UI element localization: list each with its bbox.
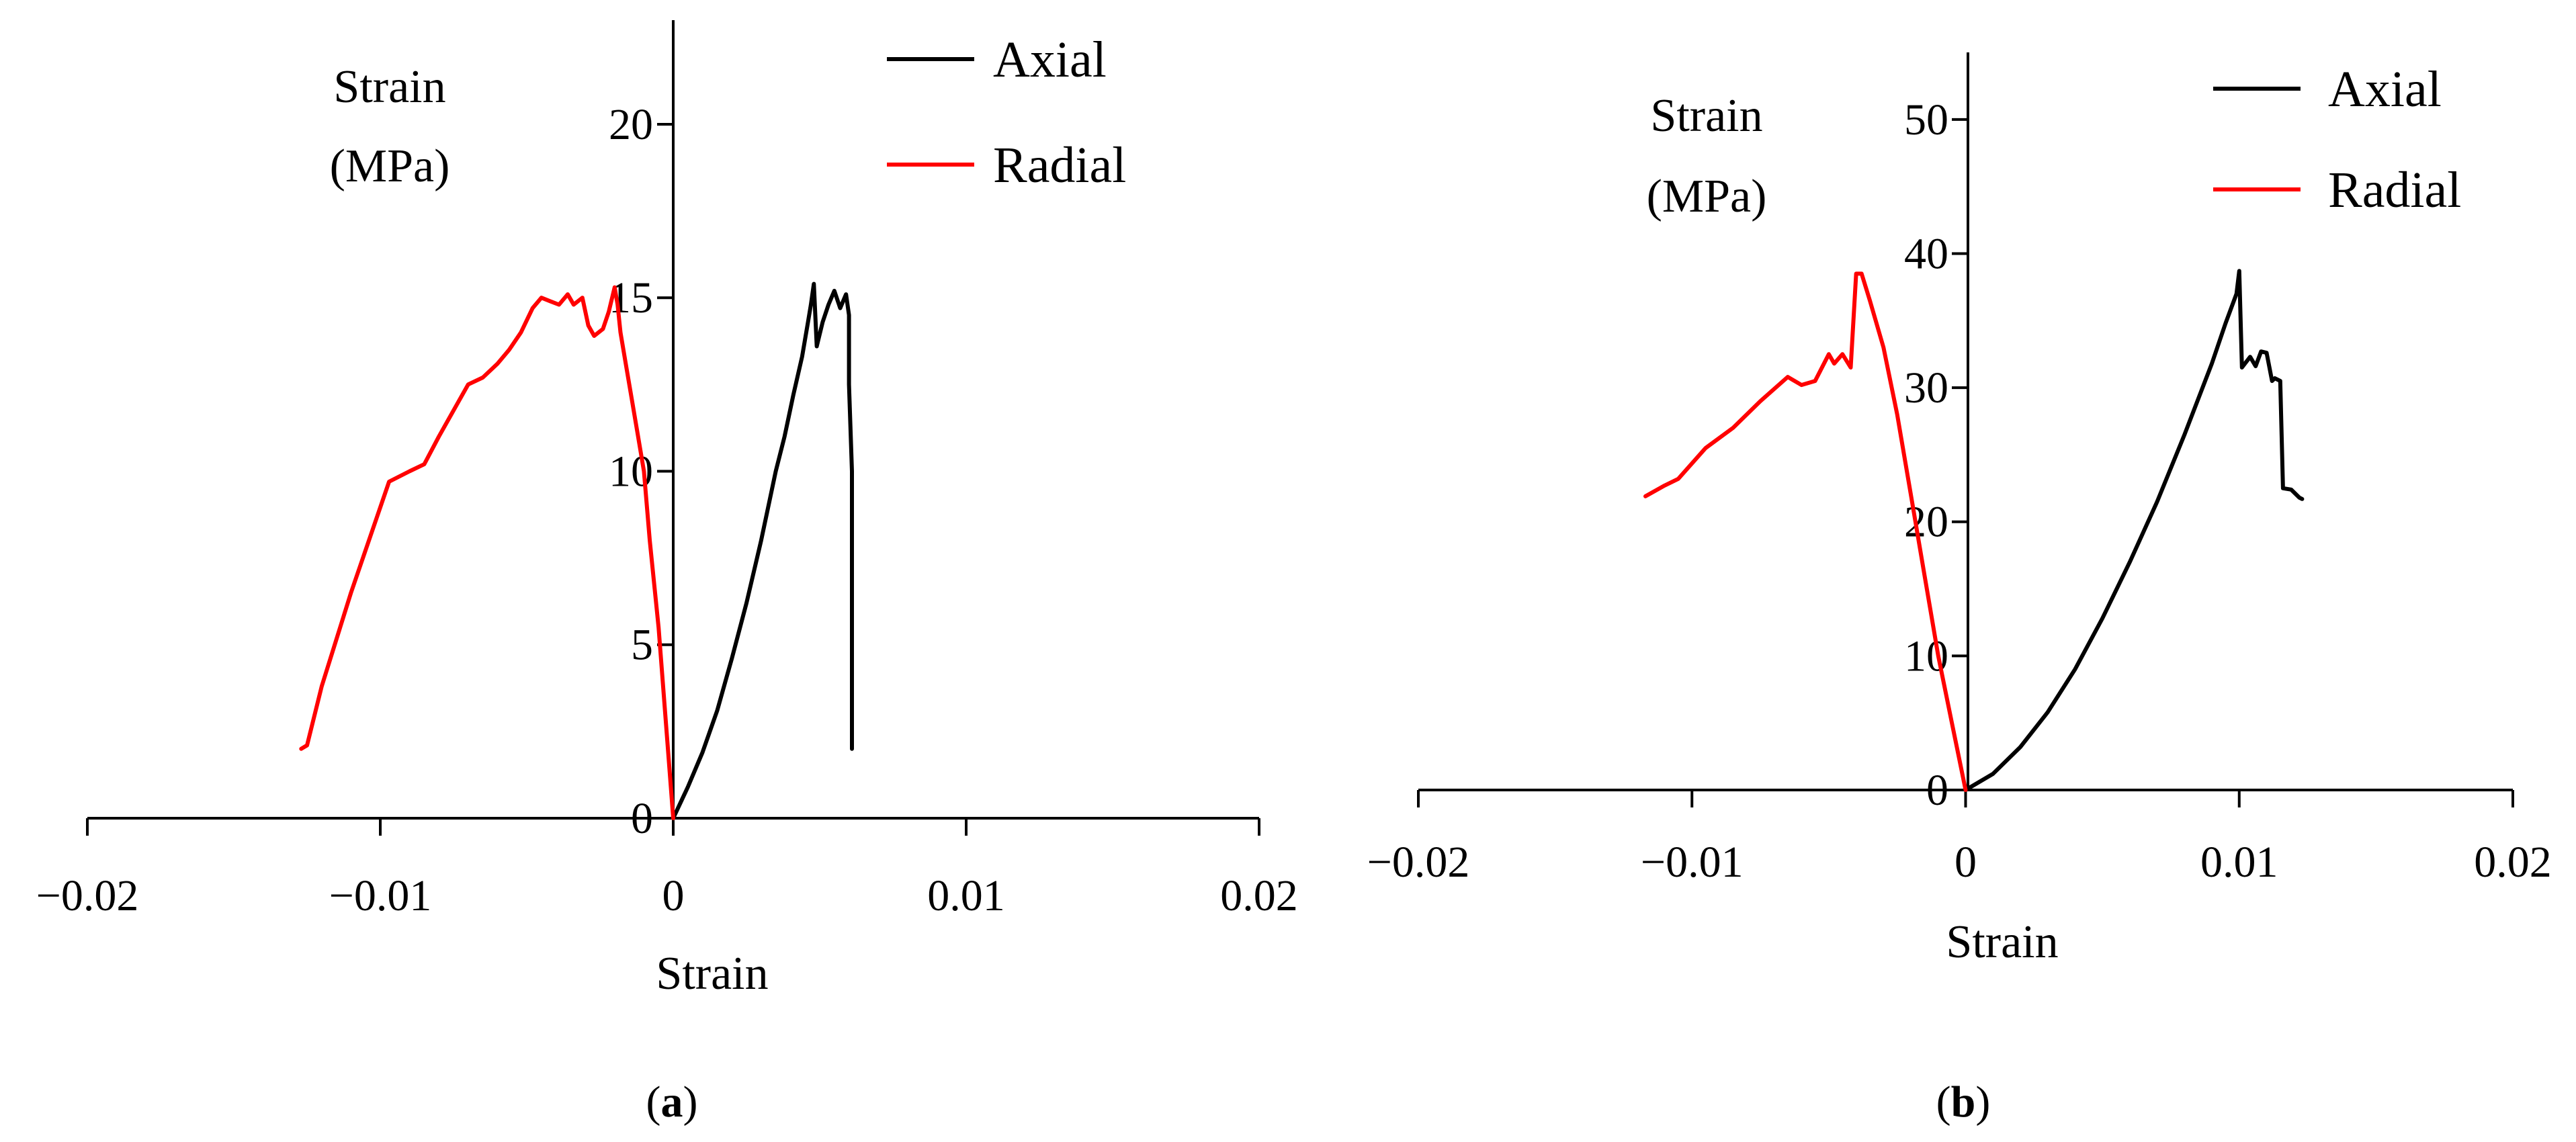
x-axis-title: Strain [1946,916,2058,968]
series-line-radial [1643,271,1968,792]
panel-caption: (b) [1936,1078,1991,1127]
panel-letter: b [1951,1078,1976,1127]
panel-letter: a [661,1078,683,1127]
y-tick-label: 30 [1904,363,1948,412]
legend-label-radial: Radial [2328,162,2461,218]
x-tick-label: 0.02 [2474,838,2552,887]
y-tick-label: 50 [1904,95,1948,144]
legend-label-axial: Axial [993,32,1107,88]
x-tick-label: −0.01 [1641,838,1744,887]
chart-panel-a: −0.02 −0.01 0 0.01 0.0251015200StrainStrain(… [36,20,1298,1127]
x-tick-label: −0.01 [329,871,432,920]
legend: Axial Radial [2213,61,2461,218]
y-axis-title-line2: (MPa) [1647,171,1767,222]
legend: Axial Radial [887,32,1126,193]
x-tick-label: 0 [1955,838,1977,887]
x-tick-label: 0.01 [927,871,1005,920]
chart-panel-b: −0.02 −0.01 0 0.01 0.0210203040500StrainStra… [1367,52,2552,1127]
y-axis-title-line1: Strain [333,61,445,113]
series-line-axial [671,281,854,820]
legend-label-radial: Radial [993,137,1126,193]
y-axis-title-line2: (MPa) [330,140,450,192]
x-tick-label: −0.02 [1367,838,1470,887]
y-origin-label: 0 [631,794,653,843]
series-line-radial [299,285,675,820]
y-axis-title-line1: Strain [1650,90,1762,142]
x-tick-label: 0.01 [2200,838,2278,887]
y-tick-label: 5 [631,621,653,670]
x-tick-label: 0 [662,871,685,920]
panel-caption: (a) [646,1078,698,1127]
x-tick-label: −0.02 [36,871,139,920]
series-line-axial [1963,269,2305,792]
x-axis-title: Strain [656,948,768,1000]
y-origin-label: 0 [1926,766,1948,815]
y-tick-label: 20 [609,100,653,149]
legend-label-axial: Axial [2328,61,2442,118]
x-tick-label: 0.02 [1220,871,1298,920]
y-tick-label: 40 [1904,229,1948,278]
